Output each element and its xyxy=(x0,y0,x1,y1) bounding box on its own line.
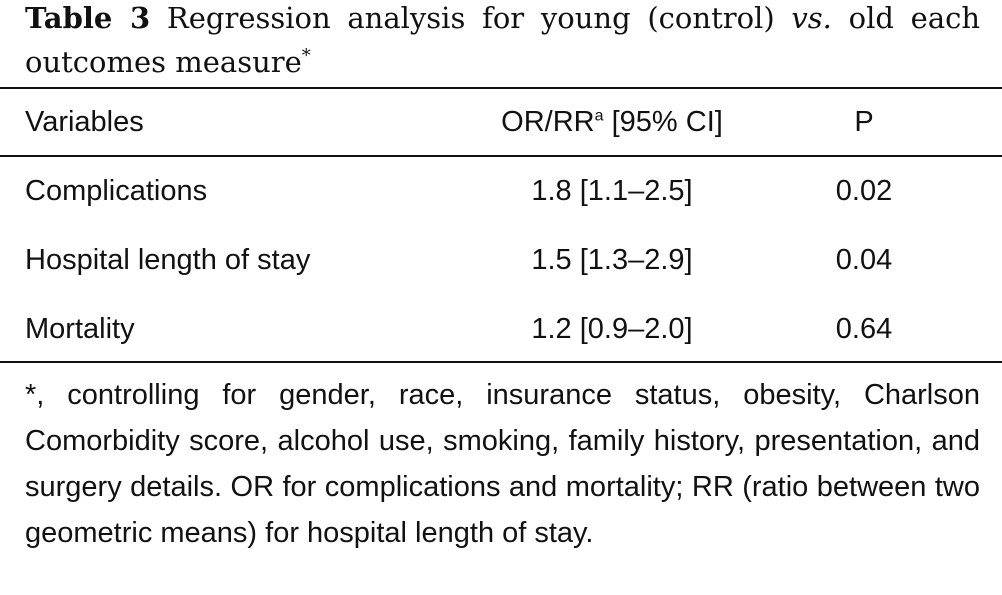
row-hospital-stay-variable: Hospital length of stay xyxy=(25,244,311,276)
header-variables: Variables xyxy=(25,106,144,138)
header-or-rr-superscript: a xyxy=(594,107,604,125)
table-number: Table 3 xyxy=(25,1,151,35)
caption-vs: vs. xyxy=(791,1,832,35)
row-mortality-estimate: 1.2 [0.9–2.0] xyxy=(531,313,693,345)
table-top-rule xyxy=(0,87,1002,89)
table-footnote: *, controlling for gender, race, insuran… xyxy=(25,379,980,549)
header-ci-label: [95% CI] xyxy=(611,106,723,138)
table-caption: Table 3 Regression analysis for young (c… xyxy=(25,0,980,84)
caption-text-start: Regression analysis for young (control) xyxy=(166,1,775,35)
row-hospital-stay-estimate: 1.5 [1.3–2.9] xyxy=(531,244,693,276)
row-complications-variable: Complications xyxy=(25,175,208,207)
header-or-rr-label: OR/RR xyxy=(501,106,595,138)
header-or-rr: OR/RRa [95% CI] xyxy=(402,105,822,139)
caption-text-end: old each outcomes measure xyxy=(25,1,981,79)
table-header-rule xyxy=(0,155,1002,157)
caption-footnote-marker: * xyxy=(301,45,311,67)
row-mortality-p: 0.64 xyxy=(835,313,893,345)
row-hospital-stay-p: 0.04 xyxy=(835,244,893,276)
row-mortality-variable: Mortality xyxy=(25,313,135,345)
header-p: P xyxy=(854,106,874,138)
row-complications-estimate: 1.8 [1.1–2.5] xyxy=(531,175,693,207)
row-complications-p: 0.02 xyxy=(835,175,893,207)
table-bottom-rule xyxy=(0,361,1002,363)
